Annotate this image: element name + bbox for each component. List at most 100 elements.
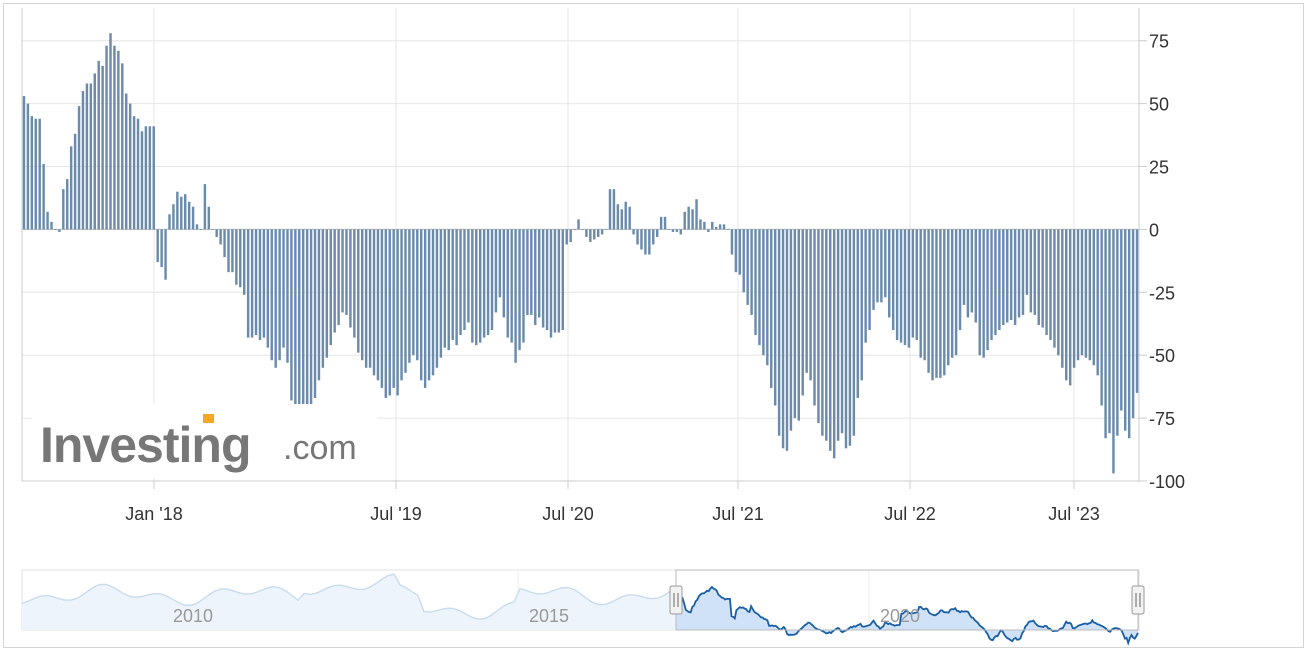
bar xyxy=(290,229,293,401)
bar xyxy=(388,229,391,396)
bar xyxy=(785,229,789,451)
bar xyxy=(825,229,828,441)
bar xyxy=(144,126,148,230)
bar xyxy=(404,229,407,373)
handle-grip[interactable] xyxy=(1131,585,1145,615)
bar xyxy=(392,229,395,388)
bar xyxy=(754,229,757,336)
bar xyxy=(1127,229,1131,439)
bar xyxy=(46,211,49,230)
bar xyxy=(931,229,934,381)
bar xyxy=(675,229,679,232)
navigator[interactable]: 2010 2015 2020 xyxy=(21,569,1145,646)
bar xyxy=(132,116,136,230)
bar xyxy=(1096,229,1099,376)
bar xyxy=(888,229,891,318)
bar xyxy=(380,229,384,388)
bar xyxy=(860,229,863,381)
bar xyxy=(117,50,120,230)
bar xyxy=(1017,229,1021,318)
bar xyxy=(722,224,726,230)
bar xyxy=(679,229,683,235)
bar xyxy=(412,229,415,356)
bar xyxy=(541,229,545,328)
bar xyxy=(872,229,875,310)
bar xyxy=(97,60,100,230)
bar xyxy=(868,229,871,331)
bar xyxy=(903,229,907,346)
bar xyxy=(636,229,639,245)
bar xyxy=(691,209,694,230)
bar xyxy=(239,229,242,288)
bar xyxy=(797,229,801,421)
bar xyxy=(478,229,482,343)
bar xyxy=(738,229,742,275)
bar-layer xyxy=(22,33,1139,474)
bar xyxy=(852,229,856,436)
bar xyxy=(1002,229,1005,326)
bar xyxy=(187,201,191,230)
bar xyxy=(1088,229,1092,361)
bar xyxy=(1131,229,1135,419)
bar xyxy=(652,229,655,245)
bar xyxy=(349,229,352,328)
bar xyxy=(683,211,686,230)
bar xyxy=(431,229,435,376)
bar xyxy=(113,45,116,230)
bar xyxy=(1049,229,1052,341)
bar xyxy=(943,229,946,376)
bar xyxy=(935,229,938,378)
bar xyxy=(1108,229,1111,434)
navigator-right-handle[interactable] xyxy=(1131,585,1145,615)
bar xyxy=(1057,229,1060,356)
bar xyxy=(235,229,238,285)
bar xyxy=(1013,229,1017,326)
y-tick-label: 75 xyxy=(1149,32,1169,52)
bar xyxy=(89,83,93,230)
bar xyxy=(510,229,513,343)
bar xyxy=(294,229,297,411)
handle-grip[interactable] xyxy=(669,585,683,615)
bar xyxy=(333,229,336,333)
bar xyxy=(384,229,388,398)
bar xyxy=(1068,229,1072,386)
bar xyxy=(549,229,553,338)
navigator-history-area xyxy=(22,574,676,630)
bar xyxy=(1084,229,1088,358)
bar xyxy=(1072,229,1076,368)
bar xyxy=(231,229,234,273)
bar xyxy=(30,116,34,230)
y-tick-label: -75 xyxy=(1149,409,1175,429)
bar xyxy=(309,229,313,406)
bar xyxy=(396,229,399,396)
bar xyxy=(950,229,954,358)
bar xyxy=(475,229,478,346)
bar xyxy=(341,229,344,313)
bar xyxy=(1100,229,1103,406)
bar xyxy=(357,229,360,353)
bar xyxy=(459,229,462,336)
bar xyxy=(160,229,163,268)
bar xyxy=(486,229,490,336)
bar xyxy=(939,229,942,378)
bar xyxy=(876,229,879,303)
bar xyxy=(734,229,738,273)
bar xyxy=(54,229,57,230)
bar xyxy=(199,229,203,230)
bar xyxy=(34,118,37,230)
bar xyxy=(982,229,985,358)
bar xyxy=(746,229,749,305)
bar xyxy=(844,229,848,449)
bar xyxy=(1029,229,1033,313)
bar xyxy=(726,229,730,230)
bar xyxy=(608,189,612,230)
bar xyxy=(557,229,561,333)
navigator-left-handle[interactable] xyxy=(669,585,683,615)
bar xyxy=(990,229,993,341)
bar xyxy=(148,126,152,230)
bar xyxy=(203,184,207,230)
bar xyxy=(435,229,439,368)
bar xyxy=(978,229,981,356)
bar xyxy=(974,229,977,323)
bar xyxy=(164,229,167,280)
